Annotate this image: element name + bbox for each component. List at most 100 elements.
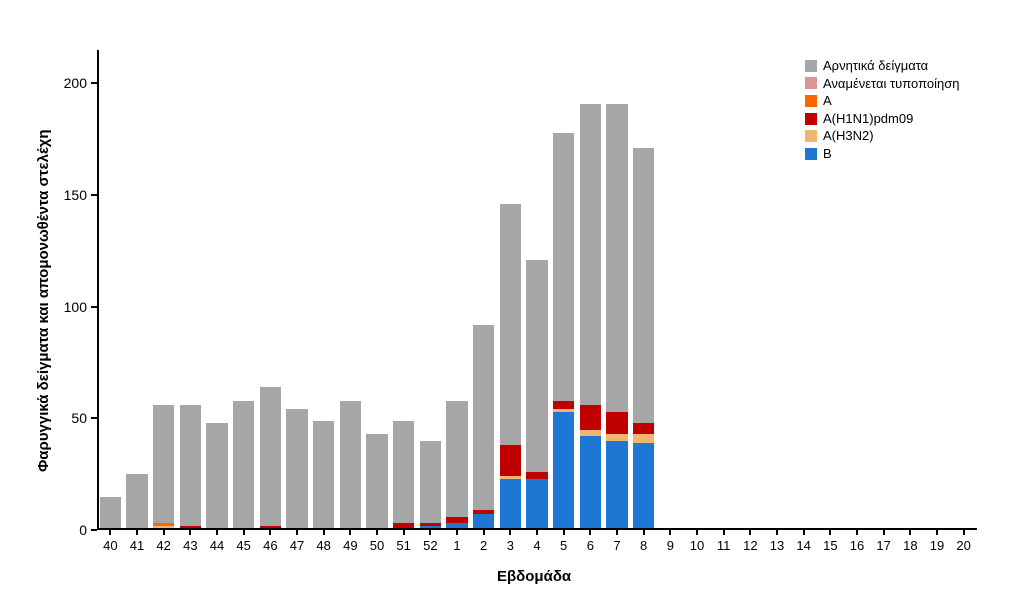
bar-segment-negative (393, 421, 414, 524)
x-tick-label: 4 (533, 538, 540, 553)
y-tick-mark (91, 82, 97, 84)
legend-item: A (805, 93, 959, 109)
x-tick-label: 2 (480, 538, 487, 553)
legend-swatch (805, 113, 817, 125)
y-tick-mark (91, 306, 97, 308)
x-tick-mark (243, 530, 245, 535)
x-tick-label: 14 (796, 538, 810, 553)
bar-stack (286, 409, 307, 530)
x-tick-label: 16 (850, 538, 864, 553)
bar-segment-negative (233, 401, 254, 528)
x-tick-label: 50 (370, 538, 384, 553)
x-tick-mark (429, 530, 431, 535)
legend: Αρνητικά δείγματαΑναμένεται τυποποίησηAA… (805, 58, 959, 164)
x-tick-mark (803, 530, 805, 535)
legend-item: Αρνητικά δείγματα (805, 58, 959, 74)
legend-label: A(H1N1)pdm09 (823, 111, 913, 127)
bar-stack (206, 423, 227, 530)
bar-segment-negative (526, 260, 547, 472)
bar-segment-B (553, 412, 574, 530)
x-tick-mark (936, 530, 938, 535)
x-tick-mark (776, 530, 778, 535)
x-tick-label: 52 (423, 538, 437, 553)
bar-segment-B (580, 436, 601, 530)
bar-stack (233, 401, 254, 530)
x-tick-label: 46 (263, 538, 277, 553)
x-tick-mark (216, 530, 218, 535)
x-tick-label: 19 (930, 538, 944, 553)
y-axis-line (97, 50, 99, 530)
x-tick-mark (349, 530, 351, 535)
bar-segment-B (633, 443, 654, 530)
bar-segment-negative (553, 133, 574, 401)
bar-segment-A_H1N1 (633, 423, 654, 434)
x-tick-label: 11 (717, 538, 731, 553)
bar-stack (633, 148, 654, 530)
y-tick-label: 100 (64, 299, 87, 315)
legend-label: A (823, 93, 832, 109)
bar-stack (153, 405, 174, 530)
x-tick-mark (616, 530, 618, 535)
x-tick-mark (536, 530, 538, 535)
x-tick-label: 43 (183, 538, 197, 553)
x-tick-mark (589, 530, 591, 535)
x-tick-label: 42 (156, 538, 170, 553)
legend-swatch (805, 95, 817, 107)
x-tick-label: 8 (640, 538, 647, 553)
legend-item: A(H3N2) (805, 128, 959, 144)
bar-segment-A_H1N1 (500, 445, 521, 476)
y-tick-label: 200 (64, 75, 87, 91)
bar-segment-A_H3N2 (633, 434, 654, 443)
x-tick-mark (669, 530, 671, 535)
x-tick-mark (563, 530, 565, 535)
y-tick-label: 50 (71, 410, 87, 426)
legend-label: B (823, 146, 832, 162)
bar-segment-negative (473, 325, 494, 510)
bar-stack (420, 441, 441, 530)
bar-segment-B (606, 441, 627, 530)
x-tick-mark (456, 530, 458, 535)
x-tick-mark (696, 530, 698, 535)
bar-segment-negative (180, 405, 201, 526)
legend-swatch (805, 148, 817, 160)
chart-container: 050100150200 404142434445464748495051521… (0, 0, 1023, 614)
x-tick-mark (403, 530, 405, 535)
x-tick-mark (856, 530, 858, 535)
x-tick-mark (643, 530, 645, 535)
bar-segment-negative (606, 104, 627, 412)
bar-segment-negative (633, 148, 654, 423)
x-tick-label: 12 (743, 538, 757, 553)
bar-stack (260, 387, 281, 530)
bar-segment-A_H1N1 (580, 405, 601, 430)
bar-stack (473, 325, 494, 530)
bar-stack (553, 133, 574, 530)
x-tick-mark (829, 530, 831, 535)
bar-segment-negative (286, 409, 307, 530)
x-tick-mark (509, 530, 511, 535)
bar-segment-A_H3N2 (580, 430, 601, 437)
bar-segment-A_H3N2 (606, 434, 627, 441)
bar-stack (126, 474, 147, 530)
bar-segment-negative (580, 104, 601, 405)
x-tick-label: 13 (770, 538, 784, 553)
legend-label: Αρνητικά δείγματα (823, 58, 928, 74)
y-axis-title: Φαρυγγικά δείγματα και απομονωθέντα στελ… (35, 130, 52, 473)
bar-segment-B (526, 479, 547, 530)
legend-label: Αναμένεται τυποποίηση (823, 76, 959, 92)
x-tick-mark (723, 530, 725, 535)
bar-segment-negative (260, 387, 281, 525)
x-tick-mark (269, 530, 271, 535)
x-tick-mark (163, 530, 165, 535)
x-tick-mark (376, 530, 378, 535)
bar-stack (393, 421, 414, 530)
bar-stack (446, 401, 467, 530)
legend-label: A(H3N2) (823, 128, 874, 144)
bar-segment-A_H1N1 (526, 472, 547, 479)
x-tick-label: 3 (507, 538, 514, 553)
x-tick-label: 41 (130, 538, 144, 553)
bar-stack (500, 204, 521, 530)
bar-segment-negative (340, 401, 361, 530)
x-tick-label: 6 (587, 538, 594, 553)
x-tick-label: 49 (343, 538, 357, 553)
x-axis-title: Εβδομάδα (497, 568, 571, 585)
